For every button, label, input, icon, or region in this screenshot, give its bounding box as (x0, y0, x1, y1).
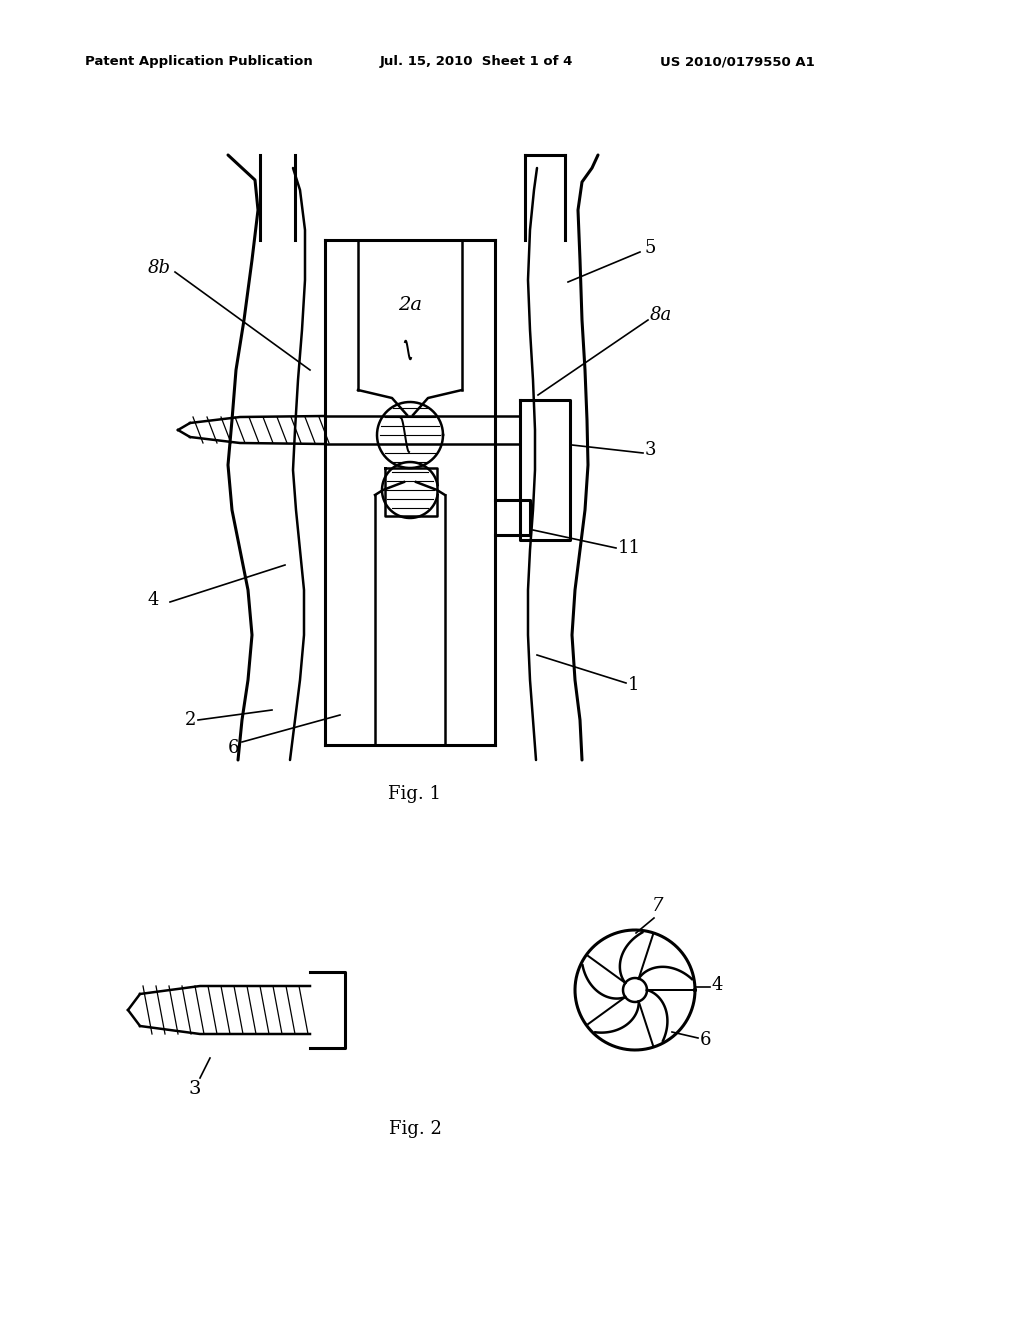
Text: 4: 4 (148, 591, 160, 609)
Text: 4: 4 (712, 975, 723, 994)
Text: Fig. 2: Fig. 2 (388, 1119, 441, 1138)
Text: 3: 3 (188, 1080, 202, 1098)
Text: 3: 3 (645, 441, 656, 459)
Text: 7: 7 (652, 898, 664, 915)
Text: Jul. 15, 2010  Sheet 1 of 4: Jul. 15, 2010 Sheet 1 of 4 (380, 55, 573, 69)
Text: 6: 6 (228, 739, 240, 756)
Text: 1: 1 (628, 676, 640, 694)
Text: Patent Application Publication: Patent Application Publication (85, 55, 312, 69)
Text: 5: 5 (645, 239, 656, 257)
Text: 2: 2 (185, 711, 197, 729)
Text: 2a: 2a (398, 296, 422, 314)
Text: 11: 11 (618, 539, 641, 557)
Text: 8a: 8a (650, 306, 672, 323)
Text: US 2010/0179550 A1: US 2010/0179550 A1 (660, 55, 815, 69)
Text: 6: 6 (700, 1031, 712, 1049)
Text: Fig. 1: Fig. 1 (388, 785, 441, 803)
Text: 8b: 8b (148, 259, 171, 277)
